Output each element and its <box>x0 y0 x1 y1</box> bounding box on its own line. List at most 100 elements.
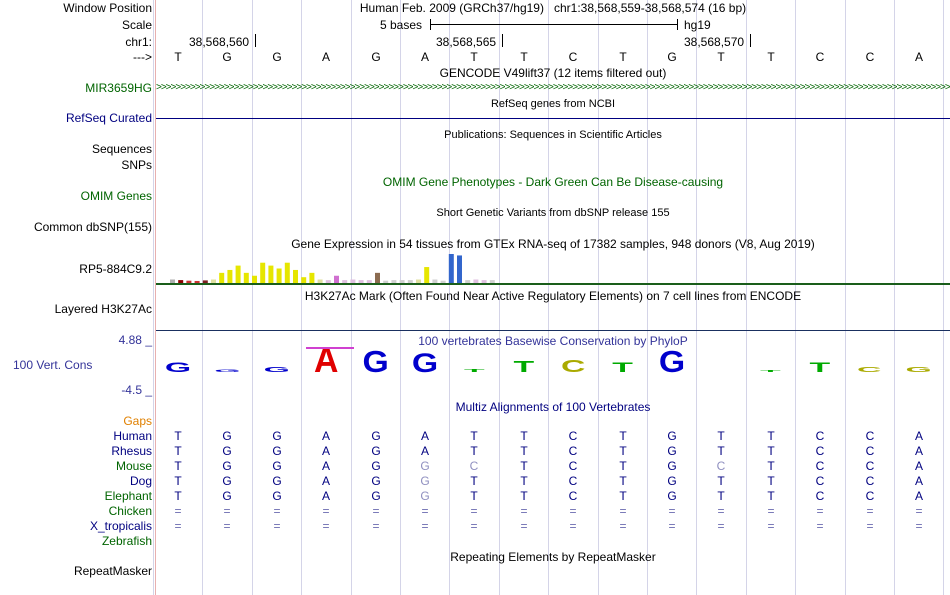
track-label-dbsnp[interactable]: Common dbSNP(155) <box>33 220 152 234</box>
gtex-tissue-bar[interactable] <box>407 280 413 283</box>
alignment-base: = <box>619 504 627 518</box>
gtex-tissue-bar[interactable] <box>383 280 389 283</box>
gtex-tissue-bar[interactable] <box>489 280 495 283</box>
gtex-tissue-bar[interactable] <box>342 280 348 283</box>
coord-tick-label: 38,568,570 <box>684 35 745 49</box>
species-label[interactable]: Elephant <box>104 489 152 503</box>
scale-bar <box>430 24 678 25</box>
alignment-base: G <box>371 489 381 503</box>
phylop-logo-letter: T <box>809 360 830 375</box>
gtex-tissue-bar[interactable] <box>325 280 331 283</box>
track-label-gtex[interactable]: RP5-884C9.2 <box>79 262 152 276</box>
track-label-refseq[interactable]: RefSeq Curated <box>65 111 152 125</box>
alignment-base: T <box>767 489 775 503</box>
species-label[interactable]: Human <box>113 429 152 443</box>
gtex-tissue-bar[interactable] <box>235 265 241 283</box>
track-label-phylop[interactable]: 100 Vert. Cons <box>13 358 93 372</box>
track-label-pub-snps[interactable]: SNPs <box>121 158 152 172</box>
species-label[interactable]: Mouse <box>115 459 152 473</box>
alignment-base: T <box>174 474 182 488</box>
gtex-tissue-bar[interactable] <box>334 275 339 283</box>
track-label-pub-sequences[interactable]: Sequences <box>91 142 152 156</box>
gtex-tissue-bar[interactable] <box>309 272 315 283</box>
track-label-gaps[interactable]: Gaps <box>123 414 152 428</box>
gtex-tissue-bar[interactable] <box>227 269 233 283</box>
alignment-base: = <box>866 519 874 533</box>
track-display-area[interactable]: Human Feb. 2009 (GRCh37/hg19) chr1:38,56… <box>153 0 950 595</box>
gtex-tissue-bar[interactable] <box>211 279 216 283</box>
chrom-label: chr1: <box>125 35 152 49</box>
gtex-tissue-bar[interactable] <box>202 280 208 283</box>
alignment-base: G <box>222 444 232 458</box>
coord-tick <box>502 34 503 47</box>
gtex-tissue-bar[interactable] <box>186 280 192 283</box>
species-label[interactable]: Dog <box>129 474 152 488</box>
base-grid-line <box>351 0 352 595</box>
gtex-tissue-bar[interactable] <box>293 269 298 283</box>
alignment-base: T <box>767 444 775 458</box>
gtex-expression-graph[interactable] <box>156 253 950 283</box>
gtex-tissue-bar[interactable] <box>317 279 323 283</box>
alignment-base: = <box>717 504 725 518</box>
gtex-tissue-bar[interactable] <box>252 275 257 283</box>
alignment-base: T <box>619 444 627 458</box>
sequence-base: T <box>717 50 725 64</box>
gtex-tissue-bar[interactable] <box>391 280 397 283</box>
track-title-repeatmasker: Repeating Elements by RepeatMasker <box>450 550 656 564</box>
track-label-repeatmasker[interactable]: RepeatMasker <box>73 564 152 578</box>
gtex-tissue-bar[interactable] <box>424 267 430 283</box>
gtex-tissue-bar[interactable] <box>350 279 356 283</box>
alignment-base: C <box>815 489 825 503</box>
strand-arrow-label[interactable]: ---> <box>133 50 152 64</box>
alignment-base: T <box>619 489 627 503</box>
gtex-tissue-bar[interactable] <box>170 279 175 283</box>
gtex-tissue-bar[interactable] <box>358 280 364 283</box>
species-label[interactable]: Chicken <box>108 504 152 518</box>
gtex-tissue-bar[interactable] <box>481 280 487 283</box>
refseq-feature[interactable] <box>156 118 950 119</box>
gtex-tissue-bar[interactable] <box>416 279 421 283</box>
alignment-base: = <box>470 519 478 533</box>
track-title-publications: Publications: Sequences in Scientific Ar… <box>444 129 662 141</box>
alignment-base: T <box>174 429 182 443</box>
gtex-tissue-bar[interactable] <box>440 280 446 283</box>
alignment-base: C <box>865 489 875 503</box>
gtex-tissue-bar[interactable] <box>432 279 438 283</box>
gtex-tissue-bar[interactable] <box>301 277 307 283</box>
base-grid-line <box>548 0 549 595</box>
gtex-tissue-bar[interactable] <box>375 272 380 283</box>
species-label[interactable]: Zebrafish <box>101 534 152 548</box>
gtex-tissue-bar[interactable] <box>178 280 184 283</box>
alignment-base: T <box>174 459 182 473</box>
alignment-base: = <box>816 519 824 533</box>
gtex-tissue-bar[interactable] <box>219 272 225 283</box>
gtex-tissue-bar[interactable] <box>473 279 479 283</box>
gtex-tissue-bar[interactable] <box>268 265 274 283</box>
species-label[interactable]: X_tropicalis <box>89 519 152 533</box>
gtex-tissue-bar[interactable] <box>243 272 249 283</box>
gtex-tissue-bar[interactable] <box>399 280 405 283</box>
gencode-feature[interactable]: >>>>>>>>>>>>>>>>>>>>>>>>>>>>>>>>>>>>>>>>… <box>156 82 950 93</box>
track-label-gencode[interactable]: MIR3659HG <box>85 81 152 95</box>
position-range: chr1:38,568,559-38,568,574 (16 bp) <box>553 1 747 15</box>
alignment-base: T <box>717 474 725 488</box>
gtex-tissue-bar[interactable] <box>260 262 266 283</box>
sequence-base: G <box>371 50 381 64</box>
alignment-base: A <box>914 444 923 458</box>
alignment-base: T <box>767 474 775 488</box>
gtex-tissue-bar[interactable] <box>457 255 462 283</box>
gtex-tissue-bar[interactable] <box>448 254 454 283</box>
sequence-base: C <box>865 50 875 64</box>
track-label-h3k27ac[interactable]: Layered H3K27Ac <box>54 302 152 316</box>
gtex-tissue-bar[interactable] <box>465 280 471 283</box>
gtex-tissue-bar[interactable] <box>276 268 282 284</box>
alignment-base: = <box>915 519 923 533</box>
alignment-base: T <box>520 474 528 488</box>
alignment-base: = <box>223 504 231 518</box>
gtex-tissue-bar[interactable] <box>194 280 200 283</box>
species-label[interactable]: Rhesus <box>111 444 152 458</box>
gtex-tissue-bar[interactable] <box>366 280 372 283</box>
gtex-tissue-bar[interactable] <box>284 262 290 283</box>
track-label-omim[interactable]: OMIM Genes <box>80 189 152 203</box>
